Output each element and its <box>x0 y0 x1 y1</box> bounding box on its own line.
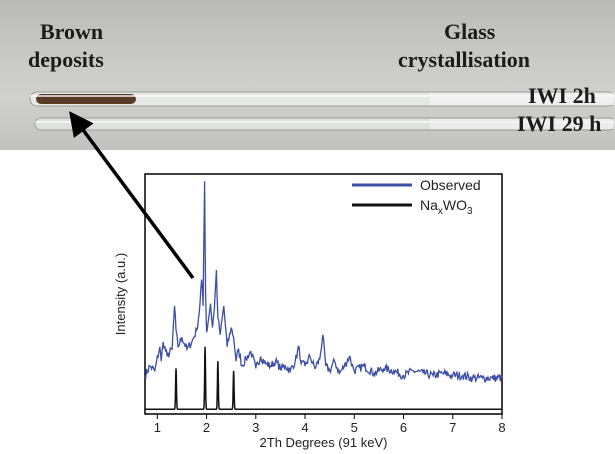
pointer-arrow <box>69 111 195 280</box>
glass-label-line1: Glass <box>444 19 496 44</box>
legend-label-observed: Observed <box>420 177 481 193</box>
legend: Observed NaxWO3 <box>352 177 481 217</box>
x-tick-label: 5 <box>351 420 358 435</box>
series-observed-line <box>144 181 503 384</box>
x-tick-label: 8 <box>498 420 505 435</box>
x-tick-label: 6 <box>400 420 407 435</box>
legend-label-naxwo3: NaxWO3 <box>420 197 473 217</box>
series-naxwo3-line <box>145 346 502 410</box>
tubes-illustration <box>29 91 615 131</box>
x-tick-label: 1 <box>154 420 161 435</box>
glass-tubes-photo: Brown deposits Glass crystallisation IWI… <box>0 0 615 150</box>
x-axis-label: 2Th Degrees (91 keV) <box>260 435 388 450</box>
glass-label-line2: crystallisation <box>398 47 530 72</box>
tube2-label: IWI 29 h <box>517 111 602 136</box>
x-tick-label: 2 <box>203 420 210 435</box>
brown-label-line1: Brown <box>40 19 104 44</box>
y-axis-label: Intensity (a.u.) <box>113 253 128 335</box>
x-tick-label: 3 <box>252 420 259 435</box>
glass-crystallisation-region <box>430 93 615 105</box>
x-axis-ticks: 1 2 3 4 5 6 7 8 <box>154 414 506 435</box>
plot-frame <box>144 173 503 415</box>
x-tick-label: 4 <box>301 420 308 435</box>
tube1-label: IWI 2h <box>528 83 596 108</box>
x-tick-label: 7 <box>449 420 456 435</box>
brown-label-line2: deposits <box>28 47 104 72</box>
